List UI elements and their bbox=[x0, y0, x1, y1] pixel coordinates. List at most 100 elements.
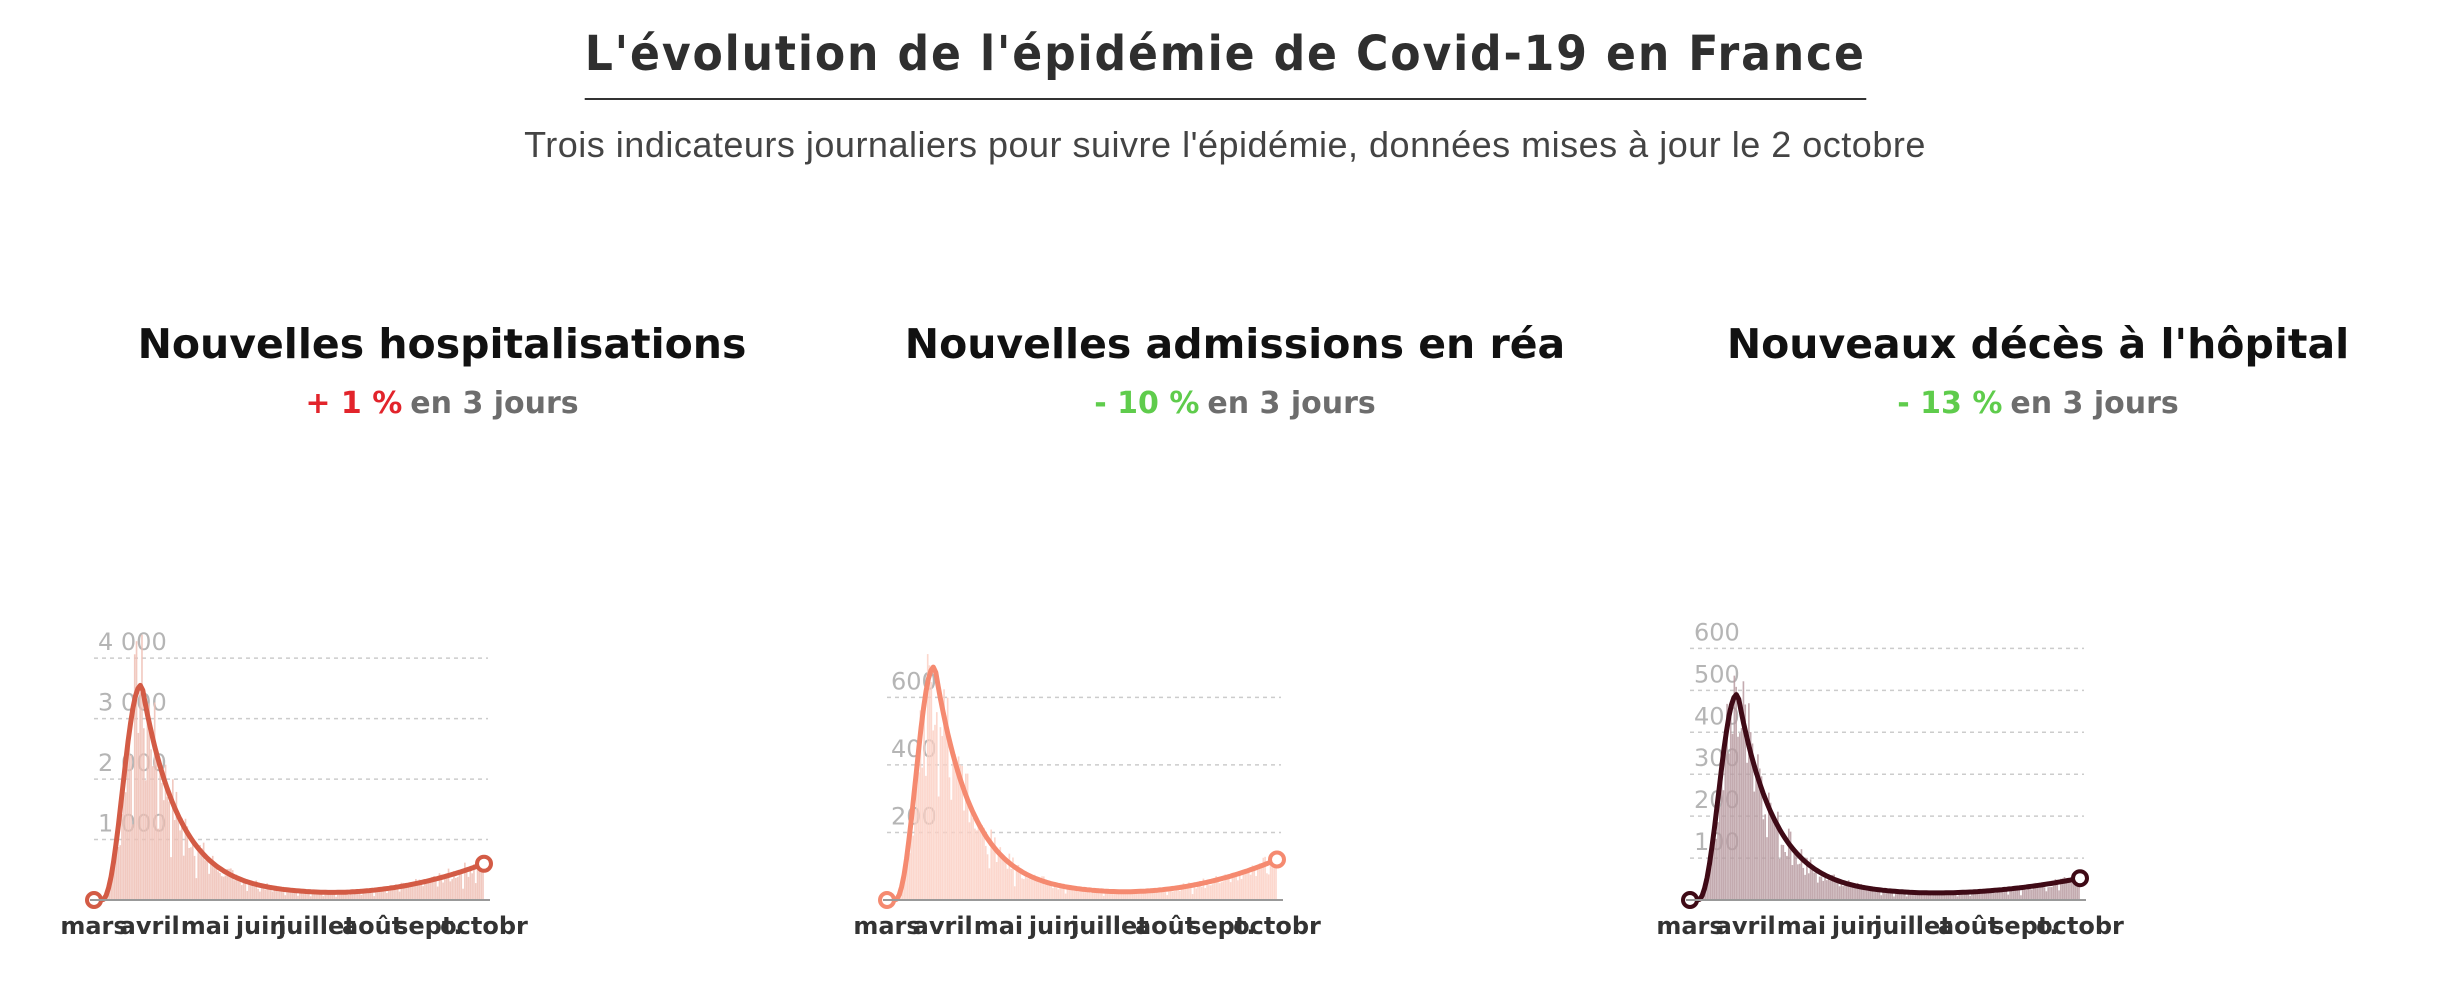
daily-bar bbox=[190, 847, 192, 900]
daily-bar bbox=[233, 880, 236, 900]
daily-bar bbox=[1989, 890, 1991, 900]
daily-bar bbox=[398, 891, 401, 900]
daily-bar bbox=[979, 828, 982, 900]
daily-bar bbox=[1171, 891, 1174, 900]
daily-bar bbox=[451, 879, 453, 900]
daily-bar bbox=[941, 736, 944, 900]
daily-bar bbox=[1072, 886, 1074, 900]
daily-bar bbox=[1744, 704, 1747, 900]
daily-bar bbox=[1766, 837, 1768, 900]
daily-bar bbox=[445, 876, 448, 900]
x-tick-label: octobr bbox=[440, 912, 528, 940]
daily-bar bbox=[1882, 888, 1884, 900]
daily-bar bbox=[251, 881, 254, 900]
daily-bar bbox=[1824, 878, 1826, 900]
daily-bar bbox=[197, 850, 200, 900]
daily-bar bbox=[415, 878, 417, 900]
daily-bar bbox=[2029, 887, 2031, 900]
daily-bar bbox=[1044, 883, 1047, 900]
daily-bar bbox=[431, 876, 434, 900]
daily-bar bbox=[1849, 883, 1852, 900]
daily-bar bbox=[382, 886, 385, 900]
daily-bar bbox=[1942, 891, 1944, 900]
daily-bar bbox=[1166, 895, 1168, 900]
x-tick-label: sept. bbox=[1990, 912, 2058, 940]
daily-bar bbox=[407, 883, 410, 900]
x-tick-label: avril bbox=[913, 912, 973, 940]
daily-bar bbox=[1938, 893, 1941, 900]
daily-bar bbox=[1200, 886, 1203, 900]
daily-bar bbox=[271, 891, 274, 900]
daily-bar bbox=[179, 830, 181, 900]
panel-change: + 1 % en 3 jours bbox=[62, 386, 822, 421]
panel-reanimation: Nouvelles admissions en réa - 10 % en 3 j… bbox=[855, 300, 1615, 1002]
daily-bar bbox=[170, 857, 172, 900]
daily-bar bbox=[358, 892, 361, 900]
daily-bar bbox=[357, 890, 359, 900]
daily-bar bbox=[2058, 890, 2060, 900]
daily-bar bbox=[1257, 869, 1259, 900]
daily-bar bbox=[366, 892, 368, 900]
daily-bar bbox=[279, 886, 281, 900]
change-suffix: en 3 jours bbox=[2010, 386, 2179, 421]
daily-bar bbox=[355, 890, 357, 900]
daily-bar bbox=[1751, 743, 1754, 900]
daily-bar bbox=[1943, 893, 1946, 900]
daily-bar bbox=[995, 862, 998, 900]
daily-bar bbox=[1193, 885, 1196, 900]
daily-bar bbox=[219, 872, 221, 900]
daily-bar bbox=[2000, 890, 2002, 900]
daily-bar bbox=[291, 888, 294, 900]
daily-bar bbox=[1139, 892, 1141, 900]
panel-hospitalisations: Nouvelles hospitalisations + 1 % en 3 jou… bbox=[62, 300, 822, 1002]
daily-bar bbox=[2034, 882, 2037, 900]
daily-bar bbox=[2065, 882, 2068, 900]
daily-bar bbox=[1202, 878, 1205, 900]
daily-bar bbox=[1840, 881, 1843, 900]
daily-bar bbox=[1856, 882, 1859, 900]
daily-bar bbox=[1267, 874, 1270, 900]
daily-bar bbox=[1253, 870, 1256, 900]
daily-bar bbox=[146, 706, 149, 900]
daily-bar bbox=[1186, 886, 1188, 900]
daily-bar bbox=[172, 779, 174, 900]
daily-bar bbox=[1717, 822, 1719, 900]
daily-bar bbox=[1836, 880, 1839, 900]
daily-bar bbox=[1229, 882, 1232, 900]
change-value: - 10 % bbox=[1094, 386, 1200, 421]
daily-bar bbox=[1925, 894, 1928, 900]
daily-bar bbox=[347, 895, 350, 900]
x-tick-label: avril bbox=[1716, 912, 1776, 940]
daily-bar bbox=[155, 755, 158, 900]
daily-bar bbox=[1013, 886, 1016, 900]
daily-bar bbox=[975, 830, 978, 900]
daily-bar bbox=[1059, 883, 1061, 900]
daily-bar bbox=[1182, 883, 1185, 900]
daily-bar bbox=[1918, 894, 1921, 900]
daily-bar bbox=[917, 772, 920, 900]
daily-bar bbox=[1028, 878, 1031, 900]
daily-bar bbox=[1760, 776, 1763, 900]
daily-bar bbox=[1057, 889, 1060, 900]
daily-bar bbox=[1994, 892, 1997, 900]
daily-bar bbox=[1896, 890, 1899, 900]
daily-bar bbox=[1019, 872, 1022, 900]
daily-bar bbox=[1175, 890, 1178, 900]
daily-bar bbox=[2014, 888, 2017, 900]
daily-bar bbox=[1197, 885, 1199, 900]
daily-bar bbox=[1046, 882, 1049, 900]
daily-bar bbox=[1911, 894, 1913, 900]
daily-bar bbox=[454, 877, 457, 900]
daily-bar bbox=[1775, 821, 1777, 900]
daily-bar bbox=[926, 654, 929, 900]
daily-bar bbox=[286, 888, 288, 900]
daily-bar bbox=[1137, 893, 1139, 900]
daily-bar bbox=[1940, 894, 1942, 900]
daily-bar bbox=[112, 873, 114, 900]
daily-bar bbox=[289, 889, 292, 900]
daily-bar bbox=[1091, 889, 1094, 900]
daily-bar bbox=[119, 845, 122, 900]
daily-bar bbox=[413, 883, 415, 900]
daily-bar bbox=[946, 697, 949, 900]
daily-bar bbox=[1242, 874, 1245, 900]
